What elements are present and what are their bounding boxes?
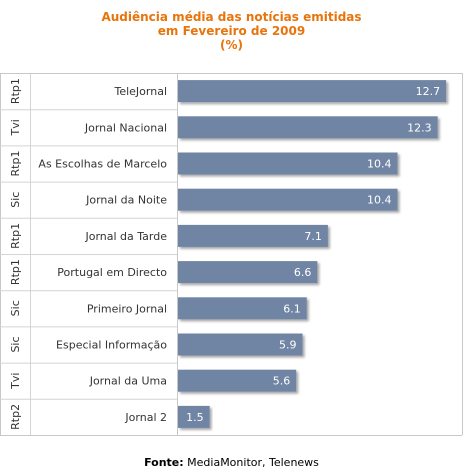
bar bbox=[178, 80, 447, 103]
value-label: 5.6 bbox=[273, 375, 291, 388]
program-label: Primeiro Jornal bbox=[87, 302, 167, 315]
program-label: As Escolhas de Marcelo bbox=[38, 158, 167, 171]
labels-group: Rtp1 TeleJornal 12.7 Tvi Jornal Nacional 12.3… bbox=[9, 78, 440, 430]
channel-label: Sic bbox=[9, 336, 22, 352]
bar bbox=[178, 333, 303, 356]
program-label: Portugal em Directo bbox=[57, 266, 167, 279]
channel-label: Rtp1 bbox=[9, 223, 22, 249]
value-label: 6.1 bbox=[283, 302, 301, 315]
program-label: Jornal da Noite bbox=[85, 194, 167, 207]
chart-title-line: Audiência média das notícias emitidas bbox=[101, 10, 362, 24]
bar bbox=[178, 369, 297, 392]
value-label: 5.9 bbox=[279, 339, 297, 352]
channel-label: Tvi bbox=[9, 119, 22, 136]
value-label: 7.1 bbox=[304, 230, 322, 243]
bars-group bbox=[178, 80, 447, 428]
value-label: 6.6 bbox=[294, 266, 312, 279]
chart-title: Audiência média das notícias emitidas em… bbox=[0, 10, 463, 52]
program-label: Jornal Nacional bbox=[84, 121, 167, 134]
channel-label: Rtp1 bbox=[9, 151, 22, 177]
value-label: 10.4 bbox=[367, 194, 392, 207]
channel-label: Sic bbox=[9, 300, 22, 316]
program-label: Jornal 2 bbox=[124, 411, 167, 424]
program-label: TeleJornal bbox=[113, 85, 167, 98]
channel-label: Tvi bbox=[9, 373, 22, 390]
channel-label: Rtp1 bbox=[9, 259, 22, 285]
bar bbox=[178, 116, 438, 139]
value-label: 12.3 bbox=[407, 121, 432, 134]
bar bbox=[178, 261, 318, 284]
bar bbox=[178, 297, 307, 320]
bar bbox=[178, 405, 210, 428]
value-label: 1.5 bbox=[186, 411, 204, 424]
program-label: Jornal da Uma bbox=[89, 375, 167, 388]
source-text: MediaMonitor, Telenews bbox=[183, 456, 319, 469]
chart-title-line: em Fevereiro de 2009 bbox=[157, 24, 306, 38]
channel-label: Sic bbox=[9, 192, 22, 208]
bar bbox=[178, 188, 398, 211]
value-label: 12.7 bbox=[416, 85, 441, 98]
value-label: 10.4 bbox=[367, 158, 392, 171]
channel-label: Rtp1 bbox=[9, 78, 22, 104]
program-label: Jornal da Tarde bbox=[84, 230, 167, 243]
source-label: Fonte: bbox=[144, 456, 184, 469]
bar bbox=[178, 224, 328, 247]
source-note: Fonte: MediaMonitor, Telenews bbox=[0, 456, 463, 469]
chart-title-line: (%) bbox=[220, 38, 243, 52]
channel-label: Rtp2 bbox=[9, 404, 22, 430]
program-label: Especial Informação bbox=[56, 339, 167, 352]
bar bbox=[178, 152, 398, 175]
